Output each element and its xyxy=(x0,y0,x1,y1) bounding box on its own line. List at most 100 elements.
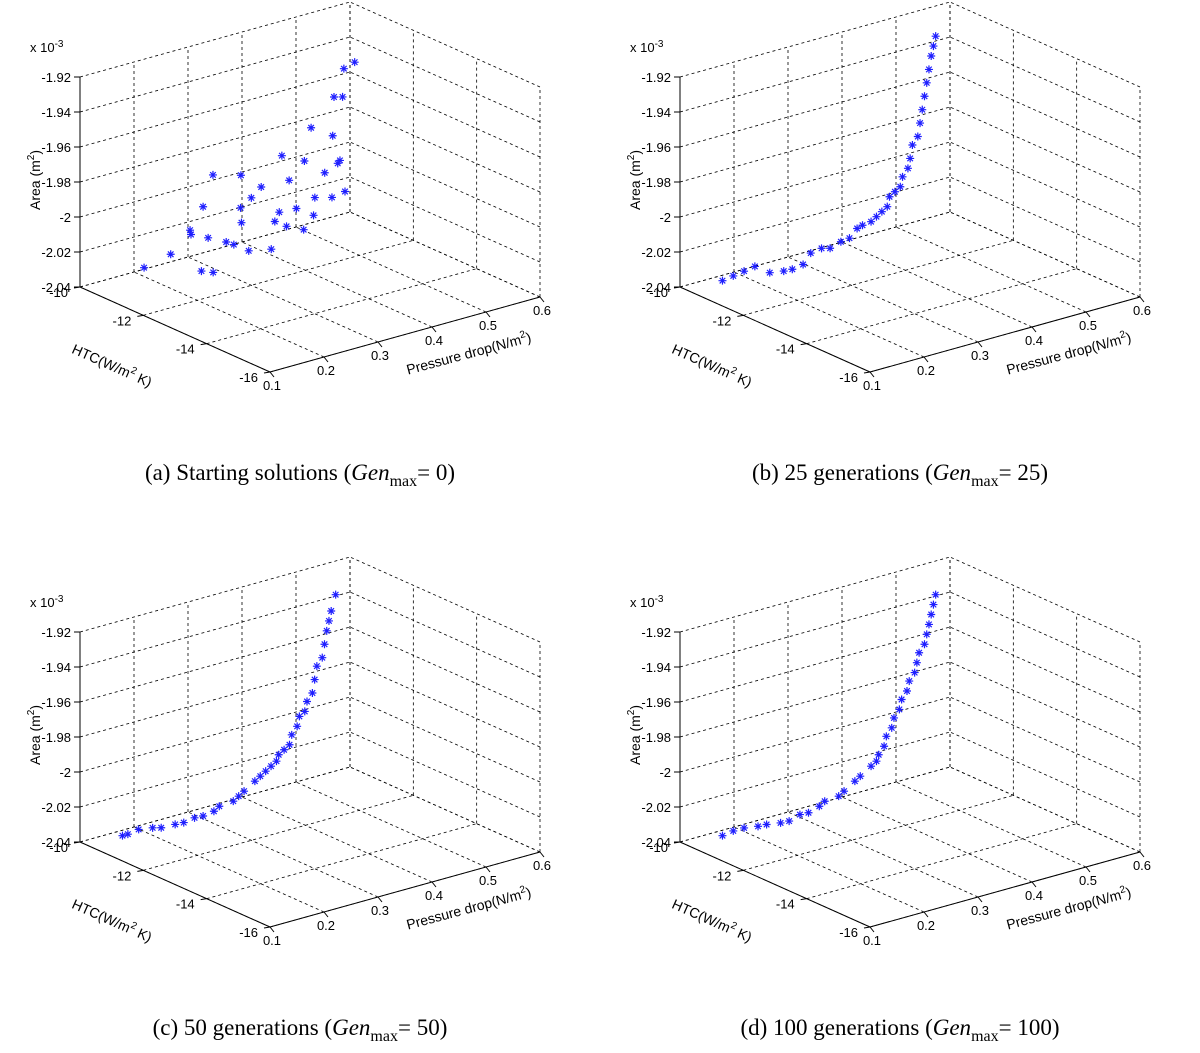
data-point xyxy=(280,745,289,754)
subplot-c: 0.1 0.2 0.3 0.4 0.5 0.6 -10 -12 -14 -16 -1.92 -1.94… xyxy=(26,556,551,1045)
data-point xyxy=(872,212,881,221)
data-point xyxy=(729,271,738,280)
z-axis-label: Area (m2) xyxy=(626,150,643,210)
y-axis-label: HTC(W/m2 K) xyxy=(670,895,755,945)
data-point xyxy=(740,823,749,832)
data-point xyxy=(171,820,180,829)
x-axis-label: Pressure drop(N/m2) xyxy=(1004,883,1133,933)
data-point xyxy=(931,590,940,599)
data-point xyxy=(922,78,931,87)
data-point xyxy=(275,208,284,217)
data-point xyxy=(270,217,279,226)
grid-line xyxy=(349,36,541,123)
data-point xyxy=(776,818,785,827)
y-tick-label: -14 xyxy=(776,897,795,912)
data-point xyxy=(729,826,738,835)
data-point xyxy=(915,648,924,657)
data-point xyxy=(867,217,876,226)
z-tick-label: -2.02 xyxy=(41,245,71,260)
grid-line xyxy=(241,796,433,883)
data-point xyxy=(826,244,835,253)
x-tick-label: 0.6 xyxy=(533,858,551,873)
subplot-caption: (a) Starting solutions (Genmax= 0) xyxy=(145,460,455,490)
subplot-caption: (d) 100 generations (Genmax= 100) xyxy=(740,1015,1059,1045)
caption-gen: Gen xyxy=(332,1015,370,1040)
data-point xyxy=(845,234,854,243)
grid-line xyxy=(79,141,351,218)
z-tick-label: -1.94 xyxy=(641,105,671,120)
x-tick-label: 0.4 xyxy=(1025,888,1043,903)
x-axis-label-sup: 2 xyxy=(519,329,528,341)
x-axis-label: Pressure drop(N/m2) xyxy=(404,328,533,378)
z-tick-label: -2 xyxy=(659,210,671,225)
y-tick-label: -12 xyxy=(713,313,732,328)
x-tick xyxy=(431,326,437,333)
x-axis-label: Pressure drop(N/m2) xyxy=(1004,328,1133,378)
data-point xyxy=(256,772,265,781)
grid-line xyxy=(349,591,541,678)
data-point xyxy=(718,276,727,285)
data-point xyxy=(299,225,308,234)
y-tick-label: -10 xyxy=(649,840,668,855)
z-tick-label: -1.92 xyxy=(641,625,671,640)
grid-line xyxy=(679,106,951,183)
x-tick-label: 0.5 xyxy=(479,873,497,888)
data-point xyxy=(209,807,218,816)
data-point xyxy=(912,658,921,667)
data-point xyxy=(779,267,788,276)
x-axis-label-sup: 2 xyxy=(1119,884,1128,896)
data-point xyxy=(908,141,917,149)
z-tick-label: -2.02 xyxy=(641,245,671,260)
subplot-caption: (c) 50 generations (Genmax= 50) xyxy=(153,1015,448,1045)
z-tick-label: -1.94 xyxy=(41,105,71,120)
data-point xyxy=(308,689,317,697)
grid-line xyxy=(679,696,951,773)
data-point xyxy=(186,226,195,235)
x-tick-label: 0.1 xyxy=(863,933,881,948)
data-point xyxy=(922,630,931,639)
x-tick xyxy=(377,341,383,348)
data-point xyxy=(204,233,213,242)
grid-line xyxy=(679,766,951,843)
x-axis-label-sup: 2 xyxy=(519,884,528,896)
data-point xyxy=(887,723,896,732)
z-tick-label: -2.04 xyxy=(41,280,71,295)
grid-line xyxy=(949,211,1141,298)
data-point xyxy=(350,58,359,67)
data-point xyxy=(261,767,270,776)
exponent-power: -3 xyxy=(655,39,664,50)
data-point xyxy=(927,610,936,619)
data-point xyxy=(140,263,149,272)
x-tick-label: 0.6 xyxy=(1133,858,1151,873)
x-axis-label: Pressure drop(N/m2) xyxy=(404,883,533,933)
grid-line xyxy=(949,766,1141,853)
x-tick xyxy=(1139,851,1145,858)
data-point xyxy=(903,164,912,173)
grid-line xyxy=(949,141,1141,228)
data-point xyxy=(906,154,915,163)
grid-line xyxy=(349,731,541,818)
grid-line xyxy=(79,556,351,633)
grid-line xyxy=(79,106,351,183)
z-axis-label: Area (m2) xyxy=(626,705,643,765)
data-point xyxy=(330,93,338,101)
data-point xyxy=(309,211,318,220)
subplot-d: 0.1 0.2 0.3 0.4 0.5 0.6 -10 -12 -14 -16 -1.92 -1.94… xyxy=(626,556,1151,1045)
grid-line xyxy=(743,794,1014,871)
grid-line xyxy=(206,268,477,345)
data-point xyxy=(882,732,891,741)
x-tick xyxy=(269,926,275,933)
y-tick xyxy=(737,314,744,317)
x-tick xyxy=(1139,296,1145,303)
z-axis-label-end: ) xyxy=(27,150,43,155)
data-point xyxy=(187,230,195,239)
data-point xyxy=(929,600,938,609)
x-axis-label-end: ) xyxy=(524,329,533,346)
x-tick xyxy=(539,296,545,303)
data-point xyxy=(312,662,321,671)
z-axis-label: Area (m2) xyxy=(26,150,43,210)
grid-line xyxy=(895,226,1087,313)
caption-suffix: = 50) xyxy=(398,1015,447,1040)
grid-line xyxy=(949,71,1141,158)
grid-line xyxy=(143,239,414,316)
